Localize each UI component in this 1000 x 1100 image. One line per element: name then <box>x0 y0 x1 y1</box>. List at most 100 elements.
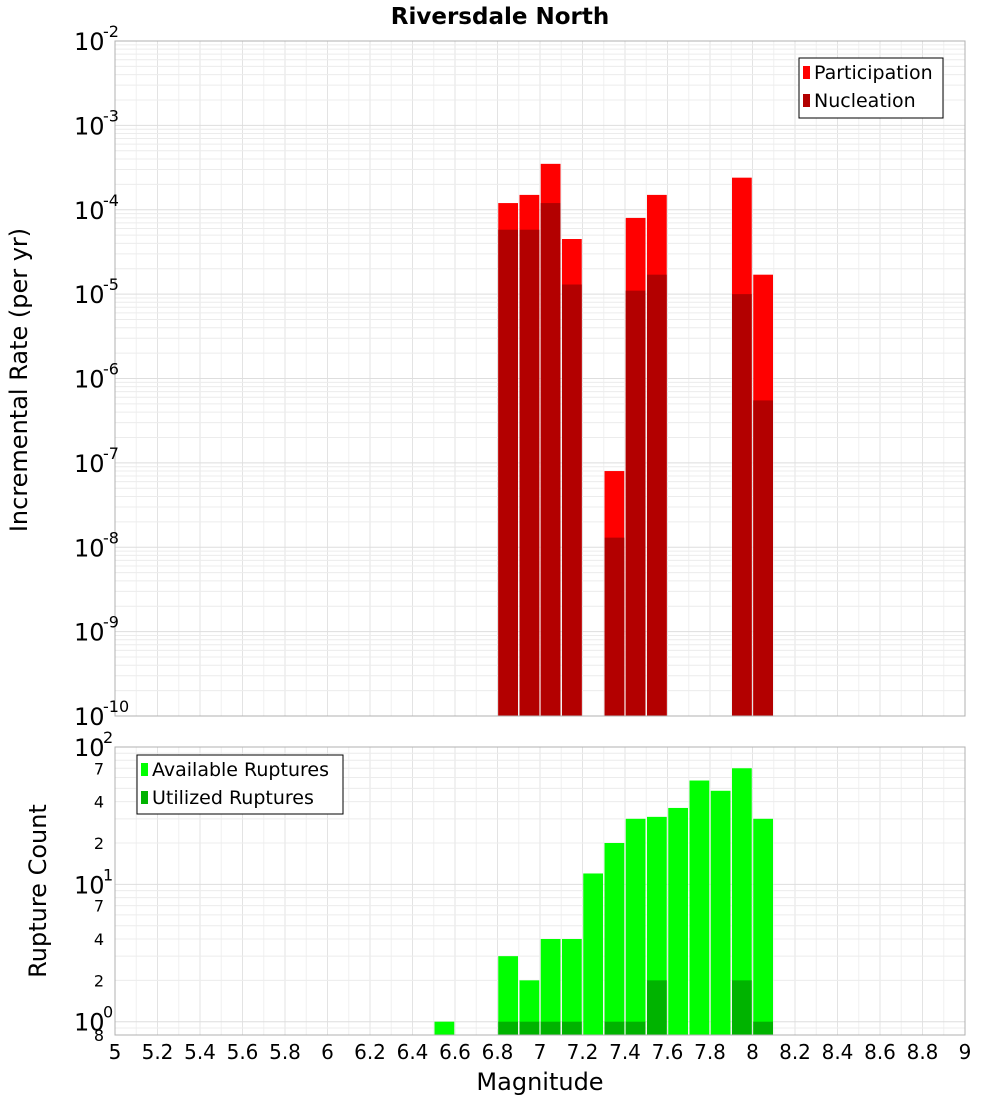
top-y-tick-exponent: -7 <box>103 444 119 463</box>
bottom-legend-label: Utilized Ruptures <box>152 787 314 809</box>
bottom-plot-frame <box>114 746 966 1036</box>
top-y-tick-label: 10 <box>74 450 105 478</box>
x-axis-label: Magnitude <box>476 1068 603 1096</box>
x-tick-label: 8.6 <box>864 1040 896 1064</box>
nucleation-bar <box>604 537 625 716</box>
x-tick-label: 8.2 <box>779 1040 811 1064</box>
top-y-tick-exponent: -6 <box>103 360 119 379</box>
x-tick-label: 5.8 <box>269 1040 301 1064</box>
bottom-y-minor-tick-label: 8 <box>94 1026 104 1045</box>
x-tick-label: 8.8 <box>907 1040 939 1064</box>
bottom-y-tick-label: 10 <box>74 1009 105 1037</box>
x-tick-label: 7.2 <box>567 1040 599 1064</box>
top-legend: Participation Nucleation <box>798 57 944 119</box>
top-y-tick-exponent: -3 <box>103 106 119 125</box>
x-tick-label: 6.2 <box>354 1040 386 1064</box>
x-tick-label: 6.6 <box>439 1040 471 1064</box>
nucleation-bar <box>647 274 667 716</box>
top-y-tick-label: 10 <box>74 197 105 225</box>
top-y-tick-label: 10 <box>74 703 105 731</box>
x-tick-label: 6 <box>321 1040 334 1064</box>
bottom-y-minor-tick-label: 4 <box>94 930 104 949</box>
nucleation-bar <box>753 400 773 716</box>
bottom-y-minor-tick-label: 4 <box>94 793 104 812</box>
bottom-y-tick-exponent: 1 <box>103 865 113 884</box>
top-y-tick-exponent: -5 <box>103 275 119 294</box>
chart-title: Riversdale North <box>391 4 609 30</box>
utilized-ruptures-bar <box>753 1021 773 1035</box>
bottom-y-tick-label: 10 <box>74 871 105 899</box>
available-ruptures-bar <box>689 780 710 1035</box>
bottom-y-tick-label: 10 <box>74 734 105 762</box>
available-ruptures-bar <box>732 768 752 1035</box>
top-legend-swatch <box>803 94 810 107</box>
x-tick-label: 7.8 <box>694 1040 726 1064</box>
available-ruptures-bar <box>604 843 625 1035</box>
available-ruptures-bar <box>562 939 582 1035</box>
available-ruptures-bar <box>710 790 731 1035</box>
utilized-ruptures-bar <box>732 980 752 1035</box>
available-ruptures-bar <box>668 807 688 1035</box>
top-y-tick-label: 10 <box>74 534 105 562</box>
top-y-tick-label: 10 <box>74 112 105 140</box>
available-ruptures-bar <box>498 956 518 1035</box>
x-tick-label: 8.4 <box>822 1040 854 1064</box>
top-y-tick-label: 10 <box>74 28 105 56</box>
bottom-y-axis-label: Rupture Count <box>24 804 52 978</box>
x-tick-label: 6.8 <box>482 1040 514 1064</box>
nucleation-bar <box>498 229 518 717</box>
x-tick-label: 8 <box>746 1040 759 1064</box>
top-legend-label: Participation <box>814 62 933 84</box>
top-y-tick-label: 10 <box>74 281 105 309</box>
top-y-axis-label: Incremental Rate (per yr) <box>5 228 33 532</box>
bottom-y-minor-tick-label: 2 <box>94 971 104 990</box>
x-tick-label: 7.6 <box>652 1040 684 1064</box>
x-tick-label: 5.2 <box>142 1040 174 1064</box>
available-ruptures-bar <box>434 1021 455 1035</box>
utilized-ruptures-bar <box>604 1021 625 1035</box>
bottom-y-minor-tick-label: 2 <box>94 834 104 853</box>
x-tick-label: 5.4 <box>184 1040 216 1064</box>
utilized-ruptures-bar <box>498 1021 518 1035</box>
top-legend-label: Nucleation <box>814 90 916 112</box>
x-tick-label: 6.4 <box>397 1040 429 1064</box>
bottom-legend-label: Available Ruptures <box>152 759 329 781</box>
top-y-tick-exponent: -8 <box>103 528 119 547</box>
utilized-ruptures-bar <box>540 1021 561 1035</box>
bottom-legend-box <box>136 754 344 815</box>
nucleation-bar <box>625 290 646 716</box>
top-y-tick-exponent: -10 <box>103 697 129 716</box>
x-tick-label: 7 <box>534 1040 547 1064</box>
utilized-ruptures-bar <box>647 980 667 1035</box>
bottom-y-tick-exponent: 2 <box>103 728 113 747</box>
nucleation-bar <box>519 229 540 717</box>
nucleation-bar <box>540 203 561 716</box>
utilized-ruptures-bar <box>562 1021 582 1035</box>
top-y-tick-label: 10 <box>74 366 105 394</box>
top-y-tick-label: 10 <box>74 619 105 647</box>
top-y-tick-exponent: -9 <box>103 613 119 632</box>
available-ruptures-bar <box>519 980 540 1035</box>
top-legend-swatch <box>803 66 810 79</box>
available-ruptures-bar <box>753 818 773 1035</box>
bottom-legend-swatch <box>141 763 148 776</box>
bottom-y-tick-exponent: 0 <box>103 1003 113 1022</box>
bottom-y-minor-tick-label: 7 <box>94 759 104 778</box>
x-tick-label: 9 <box>959 1040 972 1064</box>
bottom-legend: Available Ruptures Utilized Ruptures <box>136 754 344 815</box>
x-tick-label: 5 <box>109 1040 122 1064</box>
utilized-ruptures-bar <box>519 1021 540 1035</box>
nucleation-bar <box>562 284 582 716</box>
nucleation-bar <box>732 294 752 716</box>
x-tick-label: 5.6 <box>227 1040 259 1064</box>
x-tick-label: 7.4 <box>609 1040 641 1064</box>
top-y-tick-exponent: -2 <box>103 22 119 41</box>
available-ruptures-bar <box>583 873 603 1035</box>
available-ruptures-bar <box>625 818 646 1035</box>
available-ruptures-bar <box>540 939 561 1035</box>
top-y-tick-exponent: -4 <box>103 191 119 210</box>
bottom-legend-swatch <box>141 791 148 804</box>
utilized-ruptures-bar <box>625 1021 646 1035</box>
